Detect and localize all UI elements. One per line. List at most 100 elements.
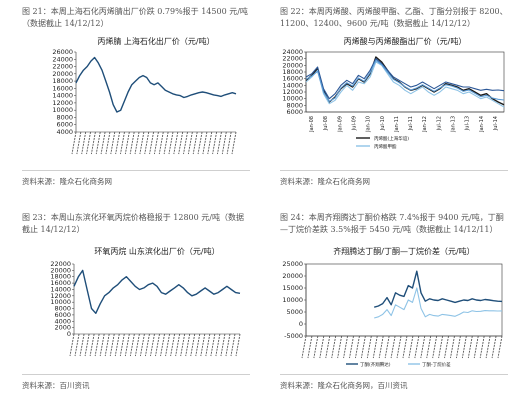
y-tick-label: 20000 bbox=[282, 61, 303, 69]
x-date-tick bbox=[183, 131, 188, 155]
chart-title: 丙烯酸与丙烯酸酯出厂价（元/吨） bbox=[344, 36, 467, 46]
chart-propylene-oxide: 环氧丙烷 山东滨化出厂价（元/吨）02000400060008000100001… bbox=[50, 246, 241, 357]
y-tick-label: 6000 bbox=[286, 108, 303, 116]
x-date-tick bbox=[81, 131, 87, 155]
y-tick-label: 22000 bbox=[282, 55, 303, 63]
x-date-tick bbox=[390, 335, 396, 359]
x-date-tick bbox=[402, 335, 408, 359]
x-date-tick bbox=[145, 333, 150, 357]
x-date-tick bbox=[84, 333, 90, 357]
y-tick-label: 26000 bbox=[52, 48, 73, 56]
x-date-tick bbox=[89, 333, 95, 357]
data-source: 资料来源：隆众石化商务网 bbox=[22, 177, 112, 186]
x-date-tick bbox=[95, 131, 101, 155]
x-date-tick bbox=[185, 333, 191, 357]
divider bbox=[22, 170, 250, 171]
series-line bbox=[305, 59, 505, 102]
x-date-tick bbox=[76, 131, 82, 155]
chart-acrylic-acid: 丙烯酸与丙烯酸酯出厂价（元/吨）600080001000012000140001… bbox=[282, 36, 505, 150]
x-date-tick bbox=[384, 335, 390, 359]
divider bbox=[22, 374, 250, 375]
chart-title: 丙烯腈 上海石化出厂价（元/吨） bbox=[97, 36, 214, 46]
data-source: 资料来源：隆众石化商务网 bbox=[280, 177, 370, 186]
y-tick-label: 22000 bbox=[52, 63, 73, 71]
x-date-tick bbox=[192, 131, 198, 155]
x-date-tick bbox=[124, 131, 130, 155]
legend-label: 丙烯酸(上海华谊) bbox=[374, 135, 409, 142]
x-date-tick bbox=[420, 335, 426, 359]
x-date-tick bbox=[69, 333, 75, 357]
x-date-tick bbox=[139, 131, 145, 155]
x-date-tick bbox=[94, 333, 100, 357]
x-date-tick bbox=[165, 333, 171, 357]
y-tick-label: 10000 bbox=[282, 95, 303, 103]
x-date-tick bbox=[187, 131, 193, 155]
x-date-tick bbox=[455, 335, 461, 359]
x-date-tick bbox=[150, 333, 155, 357]
figure-caption: 图 21：本周上海石化丙烯腈出厂价跌 0.79%报于 14500 元/吨（数据截… bbox=[22, 7, 248, 28]
divider bbox=[280, 374, 508, 375]
x-date-tick bbox=[120, 131, 125, 155]
x-date-tick bbox=[396, 335, 402, 359]
y-tick-label: 6000 bbox=[56, 121, 73, 129]
x-date-tick bbox=[491, 335, 497, 359]
y-tick-label: 14000 bbox=[52, 92, 73, 100]
x-tick-label: Jul-10 bbox=[380, 116, 386, 131]
y-tick-label: 12000 bbox=[50, 292, 71, 300]
x-date-tick bbox=[109, 333, 115, 357]
y-tick-label: 5000 bbox=[286, 308, 303, 316]
x-tick-label: Jan-09 bbox=[337, 116, 343, 133]
y-tick-label: 10000 bbox=[282, 296, 303, 304]
x-date-tick bbox=[372, 335, 378, 359]
x-date-tick bbox=[331, 335, 337, 359]
y-tick-label: 4000 bbox=[54, 317, 71, 325]
x-date-tick bbox=[325, 335, 331, 359]
x-tick-label: Jul-09 bbox=[352, 116, 358, 131]
series-line bbox=[374, 287, 503, 319]
figure-caption: 图 24：本周齐翔腾达丁酮价格跌 7.4%报于 9400 元/吨，丁酮—丁烷价差… bbox=[280, 213, 504, 234]
y-tick-label: 4000 bbox=[56, 128, 73, 136]
legend-label: 丙烯酸甲酯 bbox=[374, 143, 397, 150]
y-tick-label: 20000 bbox=[52, 70, 73, 78]
x-date-tick bbox=[160, 333, 165, 357]
x-date-tick bbox=[319, 335, 325, 359]
x-date-tick bbox=[134, 333, 140, 357]
x-date-tick bbox=[200, 333, 206, 357]
panel-acrylonitrile: 图 21：本周上海石化丙烯腈出厂价跌 0.79%报于 14500 元/吨（数据截… bbox=[0, 0, 258, 200]
x-date-tick bbox=[467, 335, 473, 359]
x-date-tick bbox=[438, 335, 444, 359]
divider bbox=[280, 170, 508, 171]
x-date-tick bbox=[461, 335, 467, 359]
x-date-tick bbox=[158, 131, 164, 155]
x-tick-label: Jan-12 bbox=[422, 116, 428, 133]
x-tick-label: Jul-14 bbox=[493, 116, 499, 131]
series-line bbox=[73, 269, 241, 314]
x-date-tick bbox=[178, 131, 184, 155]
x-date-tick bbox=[225, 333, 231, 357]
x-date-tick bbox=[155, 333, 160, 357]
panel-propylene-oxide: 图 23：本周山东滨化环氧丙烷价格稳报于 12800 元/吨（数据截止 14/1… bbox=[0, 200, 258, 400]
x-date-tick bbox=[473, 335, 479, 359]
data-source: 资料来源：隆众石化商务网，百川资讯 bbox=[280, 381, 408, 390]
x-date-tick bbox=[99, 333, 105, 357]
x-date-tick bbox=[497, 335, 503, 359]
y-tick-label: 24000 bbox=[282, 48, 303, 56]
x-date-tick bbox=[408, 335, 414, 359]
y-tick-label: 8000 bbox=[56, 113, 73, 121]
x-tick-label: Jul-13 bbox=[465, 116, 471, 131]
x-date-tick bbox=[205, 333, 211, 357]
x-date-tick bbox=[134, 131, 140, 155]
x-date-tick bbox=[139, 333, 145, 357]
x-date-tick bbox=[220, 333, 226, 357]
y-tick-label: 25000 bbox=[282, 260, 303, 268]
x-tick-label: Jan-08 bbox=[309, 116, 315, 133]
x-date-tick bbox=[114, 333, 120, 357]
series-line bbox=[75, 56, 237, 113]
figure-caption: 图 23：本周山东滨化环氧丙烷价格稳报于 12800 元/吨（数据截止 14/1… bbox=[22, 213, 244, 234]
x-date-tick bbox=[115, 131, 121, 155]
y-tick-label: 8000 bbox=[54, 305, 71, 313]
y-tick-label: 10000 bbox=[50, 298, 71, 306]
x-date-tick bbox=[153, 131, 159, 155]
y-tick-label: -5000 bbox=[284, 332, 303, 340]
y-tick-label: 16000 bbox=[50, 279, 71, 287]
